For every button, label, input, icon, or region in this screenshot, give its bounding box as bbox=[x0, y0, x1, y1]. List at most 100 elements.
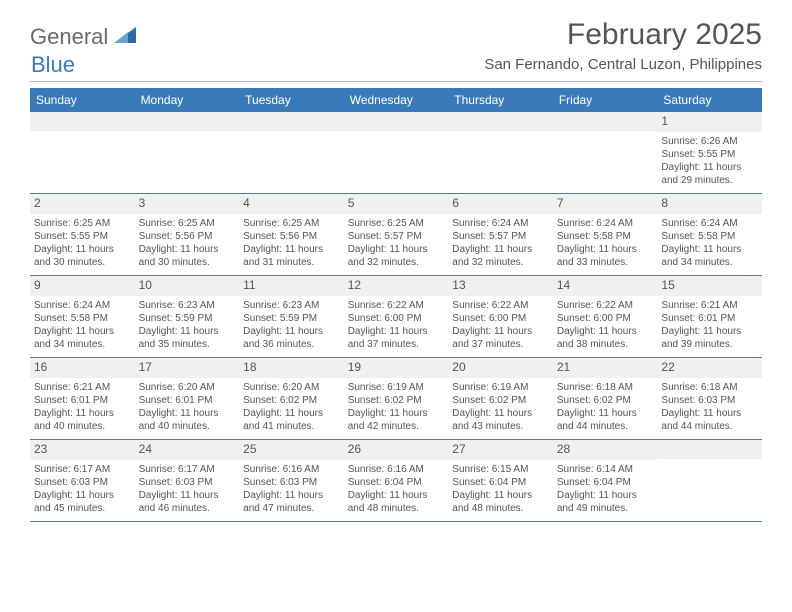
day-sunset: Sunset: 6:02 PM bbox=[243, 394, 340, 407]
day-sunset: Sunset: 5:56 PM bbox=[243, 230, 340, 243]
day-cell: 21Sunrise: 6:18 AMSunset: 6:02 PMDayligh… bbox=[553, 358, 658, 439]
day-number: 5 bbox=[344, 194, 449, 214]
day-number: 14 bbox=[553, 276, 658, 296]
day-cell: 20Sunrise: 6:19 AMSunset: 6:02 PMDayligh… bbox=[448, 358, 553, 439]
day-daylight2: and 33 minutes. bbox=[557, 256, 654, 269]
logo-text-blue: Blue bbox=[31, 52, 75, 77]
day-daylight1: Daylight: 11 hours bbox=[557, 243, 654, 256]
day-daylight2: and 36 minutes. bbox=[243, 338, 340, 351]
day-daylight1: Daylight: 11 hours bbox=[661, 243, 758, 256]
day-sunset: Sunset: 6:00 PM bbox=[557, 312, 654, 325]
weekday-cell: Monday bbox=[135, 88, 240, 112]
day-daylight1: Daylight: 11 hours bbox=[452, 489, 549, 502]
day-daylight1: Daylight: 11 hours bbox=[452, 243, 549, 256]
day-sunrise: Sunrise: 6:25 AM bbox=[348, 217, 445, 230]
day-cell-empty bbox=[239, 112, 344, 193]
day-number: 2 bbox=[30, 194, 135, 214]
day-daylight1: Daylight: 11 hours bbox=[34, 407, 131, 420]
day-cell: 11Sunrise: 6:23 AMSunset: 5:59 PMDayligh… bbox=[239, 276, 344, 357]
day-sunset: Sunset: 6:02 PM bbox=[452, 394, 549, 407]
day-sunset: Sunset: 6:01 PM bbox=[139, 394, 236, 407]
day-cell: 19Sunrise: 6:19 AMSunset: 6:02 PMDayligh… bbox=[344, 358, 449, 439]
day-sunrise: Sunrise: 6:15 AM bbox=[452, 463, 549, 476]
day-number: 16 bbox=[30, 358, 135, 378]
day-cell: 7Sunrise: 6:24 AMSunset: 5:58 PMDaylight… bbox=[553, 194, 658, 275]
day-daylight1: Daylight: 11 hours bbox=[557, 489, 654, 502]
day-cell: 23Sunrise: 6:17 AMSunset: 6:03 PMDayligh… bbox=[30, 440, 135, 521]
day-daylight2: and 37 minutes. bbox=[348, 338, 445, 351]
day-number bbox=[344, 112, 449, 131]
day-daylight2: and 35 minutes. bbox=[139, 338, 236, 351]
day-number: 10 bbox=[135, 276, 240, 296]
day-daylight2: and 48 minutes. bbox=[348, 502, 445, 515]
day-cell: 27Sunrise: 6:15 AMSunset: 6:04 PMDayligh… bbox=[448, 440, 553, 521]
week-row: 1Sunrise: 6:26 AMSunset: 5:55 PMDaylight… bbox=[30, 112, 762, 194]
day-sunrise: Sunrise: 6:25 AM bbox=[34, 217, 131, 230]
day-daylight2: and 44 minutes. bbox=[661, 420, 758, 433]
day-daylight1: Daylight: 11 hours bbox=[557, 325, 654, 338]
day-number: 22 bbox=[657, 358, 762, 378]
day-daylight1: Daylight: 11 hours bbox=[661, 407, 758, 420]
day-sunrise: Sunrise: 6:20 AM bbox=[243, 381, 340, 394]
day-sunset: Sunset: 5:58 PM bbox=[661, 230, 758, 243]
weekday-cell: Friday bbox=[553, 88, 658, 112]
day-number: 25 bbox=[239, 440, 344, 460]
day-daylight1: Daylight: 11 hours bbox=[139, 325, 236, 338]
day-sunset: Sunset: 6:03 PM bbox=[661, 394, 758, 407]
day-daylight2: and 49 minutes. bbox=[557, 502, 654, 515]
day-cell-empty bbox=[448, 112, 553, 193]
day-daylight1: Daylight: 11 hours bbox=[139, 243, 236, 256]
day-sunset: Sunset: 5:57 PM bbox=[348, 230, 445, 243]
day-cell-empty bbox=[344, 112, 449, 193]
day-sunrise: Sunrise: 6:23 AM bbox=[139, 299, 236, 312]
day-sunrise: Sunrise: 6:18 AM bbox=[661, 381, 758, 394]
day-sunset: Sunset: 6:03 PM bbox=[139, 476, 236, 489]
day-daylight1: Daylight: 11 hours bbox=[452, 325, 549, 338]
day-cell: 8Sunrise: 6:24 AMSunset: 5:58 PMDaylight… bbox=[657, 194, 762, 275]
day-daylight2: and 34 minutes. bbox=[34, 338, 131, 351]
day-daylight2: and 47 minutes. bbox=[243, 502, 340, 515]
logo-text-general: General bbox=[30, 24, 108, 50]
day-number: 12 bbox=[344, 276, 449, 296]
header: General February 2025 San Fernando, Cent… bbox=[0, 0, 792, 79]
week-row: 23Sunrise: 6:17 AMSunset: 6:03 PMDayligh… bbox=[30, 440, 762, 522]
day-daylight1: Daylight: 11 hours bbox=[139, 489, 236, 502]
day-cell-empty bbox=[135, 112, 240, 193]
day-cell: 26Sunrise: 6:16 AMSunset: 6:04 PMDayligh… bbox=[344, 440, 449, 521]
day-cell: 13Sunrise: 6:22 AMSunset: 6:00 PMDayligh… bbox=[448, 276, 553, 357]
day-number: 21 bbox=[553, 358, 658, 378]
day-sunset: Sunset: 6:03 PM bbox=[34, 476, 131, 489]
day-sunrise: Sunrise: 6:24 AM bbox=[557, 217, 654, 230]
month-title: February 2025 bbox=[484, 18, 762, 52]
day-daylight2: and 46 minutes. bbox=[139, 502, 236, 515]
day-daylight1: Daylight: 11 hours bbox=[348, 243, 445, 256]
day-cell: 16Sunrise: 6:21 AMSunset: 6:01 PMDayligh… bbox=[30, 358, 135, 439]
title-block: February 2025 San Fernando, Central Luzo… bbox=[484, 18, 762, 73]
day-daylight2: and 29 minutes. bbox=[661, 174, 758, 187]
day-cell: 2Sunrise: 6:25 AMSunset: 5:55 PMDaylight… bbox=[30, 194, 135, 275]
day-sunset: Sunset: 6:02 PM bbox=[557, 394, 654, 407]
day-sunset: Sunset: 5:56 PM bbox=[139, 230, 236, 243]
day-daylight1: Daylight: 11 hours bbox=[139, 407, 236, 420]
day-cell-empty bbox=[657, 440, 762, 521]
day-sunset: Sunset: 6:04 PM bbox=[452, 476, 549, 489]
day-sunset: Sunset: 6:04 PM bbox=[348, 476, 445, 489]
weekday-cell: Sunday bbox=[30, 88, 135, 112]
day-daylight1: Daylight: 11 hours bbox=[243, 325, 340, 338]
day-daylight1: Daylight: 11 hours bbox=[243, 243, 340, 256]
logo: General bbox=[30, 24, 138, 50]
day-daylight1: Daylight: 11 hours bbox=[34, 489, 131, 502]
day-number: 4 bbox=[239, 194, 344, 214]
day-number: 3 bbox=[135, 194, 240, 214]
day-number bbox=[553, 112, 658, 131]
day-number: 28 bbox=[553, 440, 658, 460]
day-sunset: Sunset: 6:01 PM bbox=[34, 394, 131, 407]
weekday-header-row: SundayMondayTuesdayWednesdayThursdayFrid… bbox=[30, 88, 762, 112]
day-number: 13 bbox=[448, 276, 553, 296]
day-cell: 3Sunrise: 6:25 AMSunset: 5:56 PMDaylight… bbox=[135, 194, 240, 275]
day-sunrise: Sunrise: 6:22 AM bbox=[348, 299, 445, 312]
day-cell: 9Sunrise: 6:24 AMSunset: 5:58 PMDaylight… bbox=[30, 276, 135, 357]
day-cell: 18Sunrise: 6:20 AMSunset: 6:02 PMDayligh… bbox=[239, 358, 344, 439]
day-sunrise: Sunrise: 6:24 AM bbox=[661, 217, 758, 230]
calendar: SundayMondayTuesdayWednesdayThursdayFrid… bbox=[0, 82, 792, 522]
